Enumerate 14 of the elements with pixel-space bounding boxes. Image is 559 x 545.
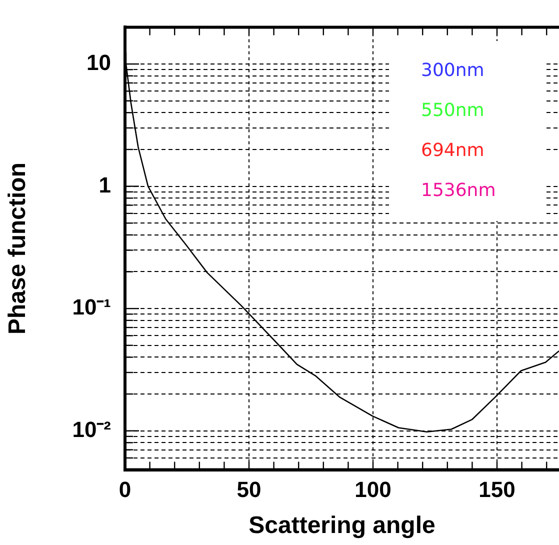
legend-label: 694nm xyxy=(421,139,486,164)
legend-label: 550nm xyxy=(421,99,486,124)
x-tick-label: 0 xyxy=(118,477,132,502)
x-tick-label: 50 xyxy=(236,477,262,502)
x-axis-title: Scattering angle xyxy=(248,512,436,540)
legend-label: 1536nm xyxy=(421,179,497,204)
y-tick-label: 10 xyxy=(86,50,111,76)
y-tick-label: 1 xyxy=(98,172,111,198)
legend-label: 300nm xyxy=(421,59,486,84)
y-axis-title: Phase function xyxy=(4,162,32,335)
x-tick-label: 150 xyxy=(478,477,516,502)
y-tick-label: 10⁻¹ xyxy=(72,294,111,320)
y-tick-label: 10⁻² xyxy=(72,416,111,442)
x-tick-label: 100 xyxy=(354,477,392,502)
